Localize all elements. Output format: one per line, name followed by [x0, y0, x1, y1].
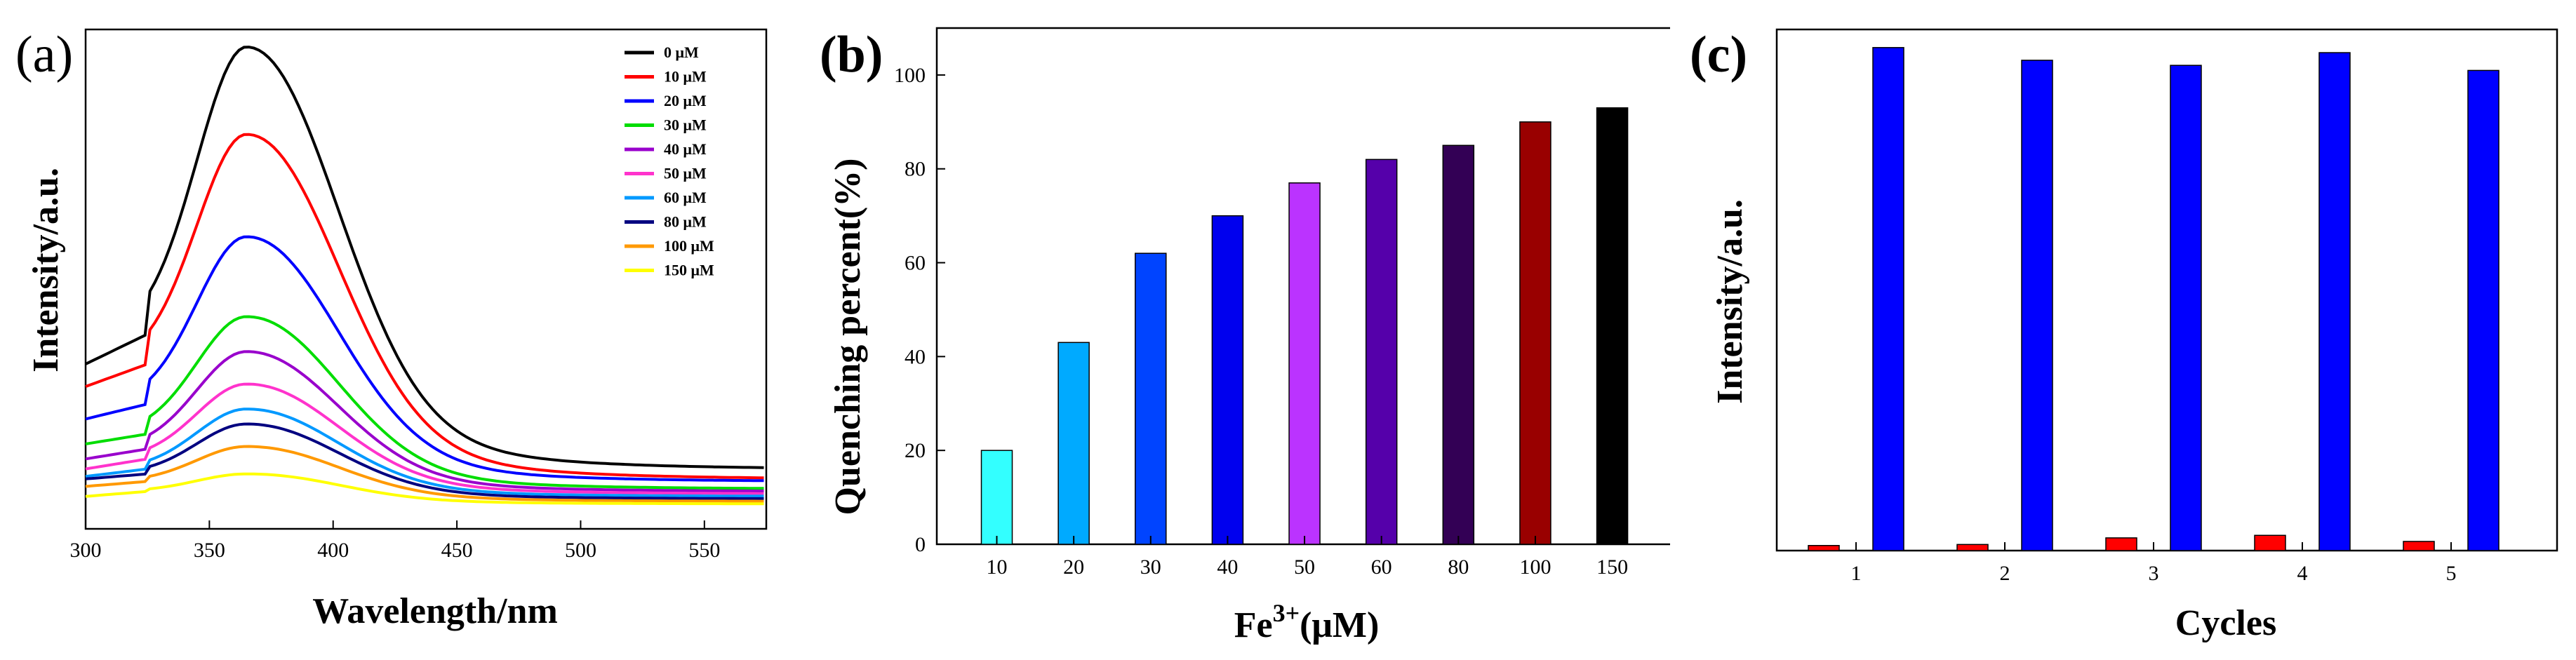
panel-a: (a) Intensity/a.u. Wavelength/nm 300 350 4…: [0, 0, 786, 660]
panel-c-label: (c): [1690, 26, 1747, 83]
panel-b-xtick-label-4: 50: [1294, 555, 1315, 579]
cycles-intensity-chart: (c) Intensity/a.u. Cycles 1 2 3 4 5: [1690, 26, 2558, 643]
bar-10-uM: [980, 450, 1013, 545]
panel-a-xlabel: Wavelength/nm: [312, 591, 558, 631]
panel-a-plot-frame: [84, 28, 768, 530]
panel-a-xtick-label-3: 450: [441, 539, 473, 562]
spectrum-line-4: [85, 350, 764, 492]
cycle-4-bar-0: [2254, 534, 2286, 551]
bar-50-uM: [1288, 182, 1321, 545]
panel-b-ytick-label-1: 20: [905, 439, 926, 462]
panel-b-ytick-label-5: 100: [894, 64, 926, 87]
panel-b-xtick-label-5: 60: [1371, 555, 1392, 579]
panel-b-ytick-label-4: 80: [905, 158, 926, 181]
panel-c-xtick-label-0: 1: [1851, 562, 1862, 585]
legend-label-9: 150 μM: [664, 262, 714, 279]
spectrum-line-8: [85, 445, 764, 503]
cycle-4-bar-1: [2318, 52, 2351, 551]
panel-c-plot-frame: [1775, 28, 2558, 552]
quenching-percent-chart: (b) Quenching percent(%) Fe3+(μM) 0 20 40 6…: [820, 26, 1670, 645]
panel-b-xtick-label-0: 10: [987, 555, 1008, 579]
spectrum-line-2: [85, 235, 764, 483]
cycle-2-bar-0: [1956, 544, 1989, 551]
legend-label-3: 30 μM: [664, 116, 707, 134]
panel-b-xtick-label-2: 30: [1140, 555, 1161, 579]
panel-b-ytick-label-0: 0: [915, 533, 926, 556]
panel-b-label: (b): [820, 26, 883, 83]
panel-a-xtick-label-5: 550: [688, 539, 720, 562]
legend-label-0: 0 μM: [664, 43, 699, 61]
panel-b-xtick-label-8: 150: [1596, 555, 1628, 579]
panel-a-plot: 300 350 400 450 500 550 0 μM 10 μM 20 μM 30 μM 40 …: [70, 43, 764, 562]
panel-b-xtick-label-7: 100: [1519, 555, 1551, 579]
panel-c-plot: 1 2 3 4 5: [1808, 47, 2500, 585]
panel-b-xlabel: Fe3+(μM): [1234, 599, 1380, 645]
panel-a-xtick-label-2: 400: [317, 539, 349, 562]
panel-a-label: (a): [15, 26, 73, 83]
panel-b-ytick-label-2: 40: [905, 345, 926, 368]
bar-40-uM: [1211, 215, 1244, 545]
cycle-1-bar-1: [1872, 47, 1904, 551]
spectrum-line-3: [85, 315, 764, 490]
legend-label-5: 50 μM: [664, 165, 707, 182]
panel-a-ylabel: Intensity/a.u.: [26, 168, 66, 372]
cycle-2-bar-1: [2021, 60, 2053, 551]
panel-a-xtick-label-0: 300: [70, 539, 102, 562]
panel-c-xtick-label-2: 3: [2149, 562, 2159, 585]
panel-b-ytick-label-3: 60: [905, 252, 926, 275]
bar-100-uM: [1519, 121, 1551, 545]
cycle-5-bar-0: [2403, 541, 2435, 551]
bar-150-uM: [1596, 107, 1629, 545]
legend-label-2: 20 μM: [664, 92, 707, 109]
spectrum-line-9: [85, 472, 764, 506]
panel-b-xtick-label-1: 20: [1063, 555, 1084, 579]
legend-label-7: 80 μM: [664, 213, 707, 231]
panel-c-xtick-label-1: 2: [2000, 562, 2010, 585]
spectrum-line-0: [85, 46, 764, 469]
legend-label-8: 100 μM: [664, 237, 714, 255]
spectrum-line-5: [85, 382, 764, 495]
legend-label-1: 10 μM: [664, 68, 707, 86]
panel-b-ylabel: Quenching percent(%): [828, 159, 868, 516]
cycle-3-bar-0: [2105, 537, 2137, 551]
cycle-1-bar-0: [1808, 545, 1840, 551]
legend-label-4: 40 μM: [664, 140, 707, 158]
panel-c-xtick-label-4: 5: [2446, 562, 2457, 585]
panel-c-ylabel: Intensity/a.u.: [1710, 199, 1750, 404]
bar-80-uM: [1442, 144, 1475, 545]
panel-c: (c) Intensity/a.u. Cycles 1 2 3 4 5: [1670, 0, 2576, 660]
panel-c-xtick-label-3: 4: [2297, 562, 2308, 585]
cycle-3-bar-1: [2170, 65, 2202, 551]
spectrum-line-7: [85, 422, 764, 500]
panel-a-xtick-label-1: 350: [194, 539, 225, 562]
panel-b: (b) Quenching percent(%) Fe3+(μM) 0 20 40 6…: [786, 0, 1670, 660]
bar-20-uM: [1057, 342, 1090, 545]
panel-c-xlabel: Cycles: [2175, 603, 2276, 643]
legend-label-6: 60 μM: [664, 189, 707, 206]
panel-b-xtick-label-6: 80: [1448, 555, 1469, 579]
panel-b-plot: 0 20 40 60 80 100 10 20 30 40 50 60 80 100 150: [894, 64, 1629, 579]
emission-spectra-chart: (a) Intensity/a.u. Wavelength/nm 300 350 4…: [15, 26, 768, 631]
bar-30-uM: [1135, 252, 1167, 545]
bar-60-uM: [1365, 159, 1398, 545]
spectrum-line-1: [85, 133, 764, 480]
spectrum-line-6: [85, 408, 764, 498]
cycle-5-bar-1: [2467, 69, 2500, 551]
panel-b-xtick-label-3: 40: [1217, 555, 1238, 579]
panel-a-xtick-label-4: 500: [565, 539, 596, 562]
